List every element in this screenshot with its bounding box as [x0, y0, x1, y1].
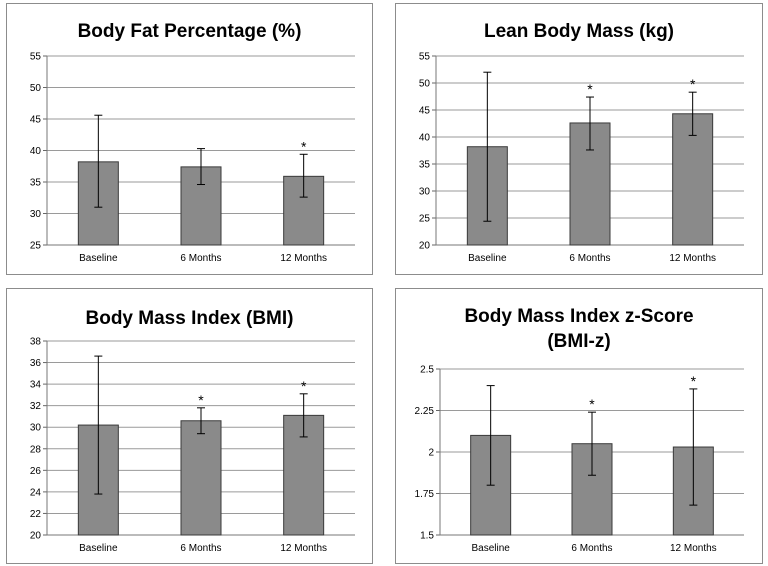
chart-panel-body-fat: Body Fat Percentage (%) 25 30 35 40 45 50 55 Bas… — [6, 3, 373, 275]
y-tick-label: 40 — [419, 133, 431, 144]
x-tick-label: 12 Months — [669, 253, 716, 264]
y-tick-label: 1.75 — [415, 489, 435, 500]
y-tick-label: 2.25 — [415, 406, 435, 417]
chart-title: Body Mass Index z-Score — [464, 306, 693, 327]
x-tick-label: 6 Months — [180, 253, 221, 264]
bar — [180, 420, 222, 536]
y-tick-label: 25 — [419, 214, 431, 225]
y-tick-label: 50 — [419, 79, 431, 90]
chart-title: Body Mass Index (BMI) — [86, 308, 294, 329]
bmi-z-chart: Body Mass Index z-Score (BMI-z) 1.5 1.75 2 2.… — [415, 306, 744, 554]
y-tick-label: 32 — [30, 401, 42, 412]
bmi-chart: Body Mass Index (BMI) 20 22 24 26 28 30 32 34 36 3… — [30, 308, 355, 554]
x-tick-label: Baseline — [79, 253, 118, 264]
significance-marker: * — [587, 81, 593, 97]
y-tick-label: 45 — [30, 115, 42, 126]
y-tick-label: 2 — [428, 448, 434, 459]
significance-marker: * — [301, 378, 307, 394]
chart-title: Lean Body Mass (kg) — [484, 21, 674, 42]
y-tick-label: 30 — [30, 209, 42, 220]
x-tick-label: 12 Months — [280, 253, 327, 264]
y-tick-label: 25 — [30, 241, 42, 252]
significance-marker: * — [690, 76, 696, 92]
y-tick-label: 20 — [30, 531, 42, 542]
y-tick-label: 28 — [30, 444, 42, 455]
x-tick-label: 12 Months — [280, 543, 327, 554]
lean-body-mass-chart: Lean Body Mass (kg) 20 25 30 35 40 45 50 55 Basel… — [419, 21, 744, 264]
significance-marker: * — [589, 396, 595, 412]
y-tick-label: 30 — [419, 187, 431, 198]
y-tick-label: 34 — [30, 380, 42, 391]
x-tick-label: 6 Months — [180, 543, 221, 554]
x-tick-label: 6 Months — [571, 543, 612, 554]
y-tick-label: 55 — [30, 52, 42, 63]
y-tick-label: 38 — [30, 337, 42, 348]
y-tick-label: 24 — [30, 487, 42, 498]
y-tick-label: 55 — [419, 52, 431, 63]
chart-panel-lean-mass: Lean Body Mass (kg) 20 25 30 35 40 45 50 55 Basel… — [395, 3, 763, 275]
significance-marker: * — [301, 138, 307, 154]
y-tick-label: 35 — [419, 160, 431, 171]
y-tick-label: 20 — [419, 241, 431, 252]
chart-panel-bmi: Body Mass Index (BMI) 20 22 24 26 28 30 32 34 36 3… — [6, 288, 373, 564]
y-tick-label: 1.5 — [420, 531, 434, 542]
x-tick-label: Baseline — [468, 253, 507, 264]
chart-title: Body Fat Percentage (%) — [78, 21, 302, 42]
y-tick-label: 45 — [419, 106, 431, 117]
y-tick-label: 36 — [30, 358, 42, 369]
x-tick-label: Baseline — [471, 543, 510, 554]
x-tick-label: Baseline — [79, 543, 118, 554]
y-tick-label: 22 — [30, 509, 42, 520]
y-tick-label: 2.5 — [420, 365, 434, 376]
body-fat-chart: Body Fat Percentage (%) 25 30 35 40 45 50 55 Bas… — [30, 21, 355, 264]
x-tick-label: 12 Months — [670, 543, 717, 554]
y-tick-label: 30 — [30, 423, 42, 434]
significance-marker: * — [198, 392, 204, 408]
chart-panel-bmi-z: Body Mass Index z-Score (BMI-z) 1.5 1.75 2 2.… — [395, 288, 763, 564]
y-tick-label: 35 — [30, 178, 42, 189]
x-tick-label: 6 Months — [569, 253, 610, 264]
chart-title: (BMI-z) — [547, 331, 610, 352]
y-tick-label: 26 — [30, 466, 42, 477]
y-tick-label: 50 — [30, 83, 42, 94]
y-tick-label: 40 — [30, 146, 42, 157]
significance-marker: * — [691, 373, 697, 389]
